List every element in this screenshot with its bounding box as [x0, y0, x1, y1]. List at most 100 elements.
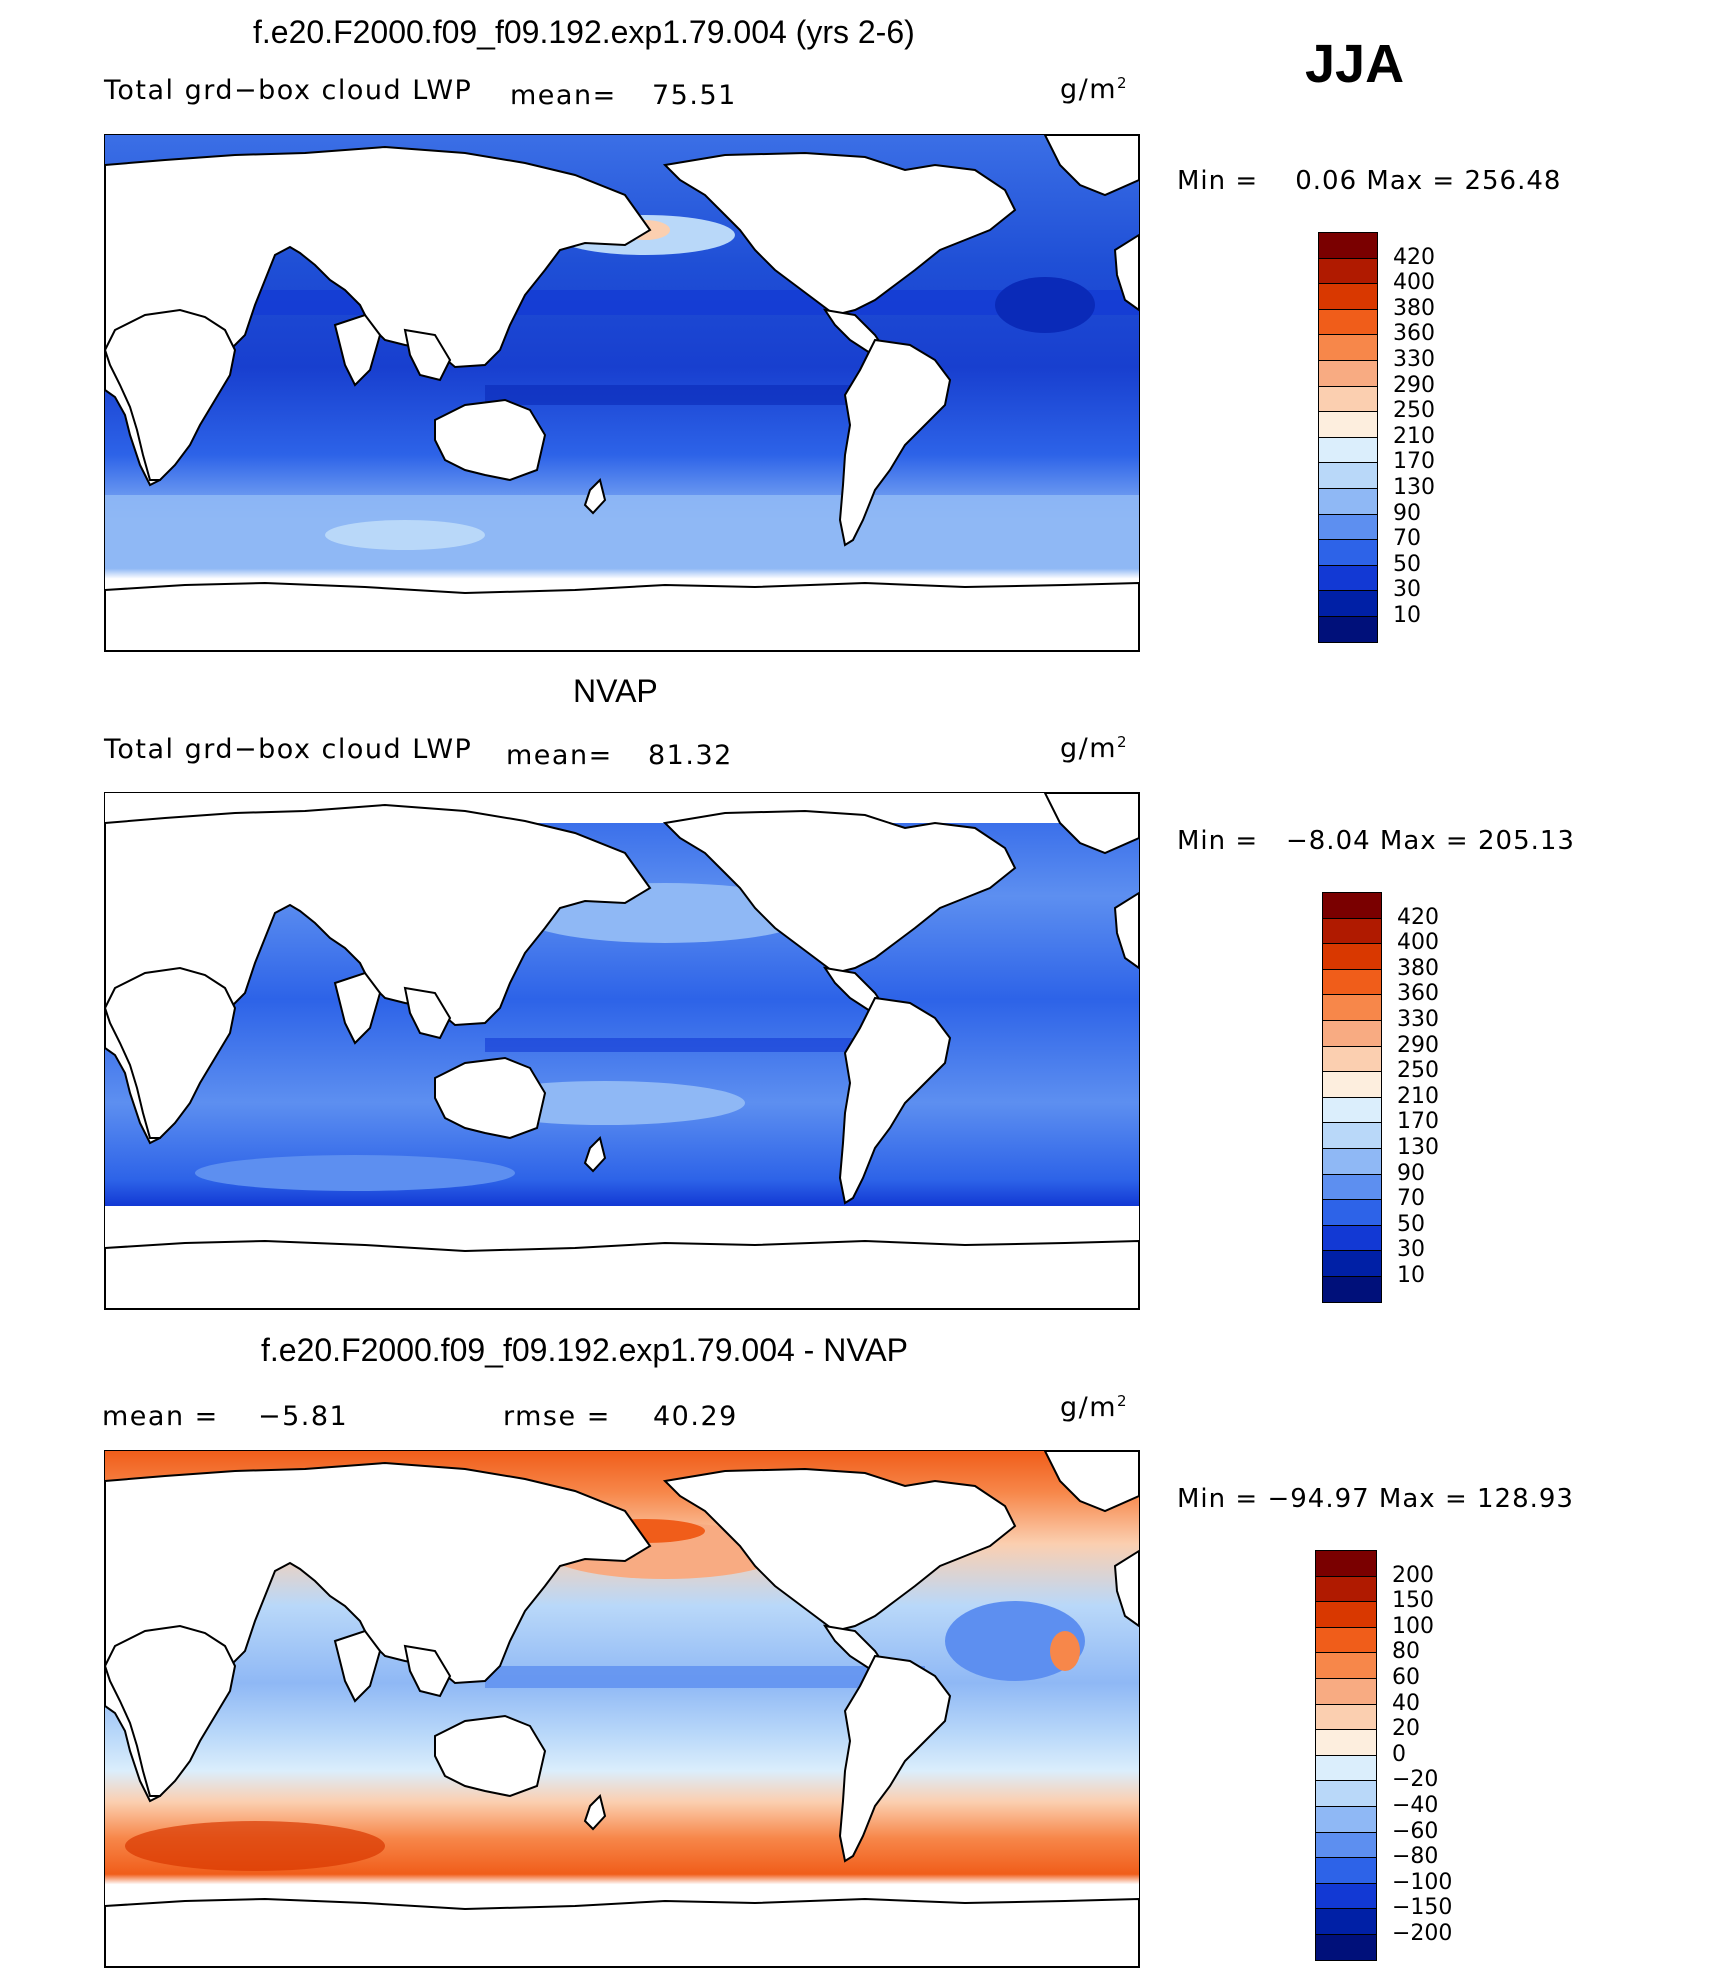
colorbar-tick-label: 100: [1392, 1613, 1434, 1639]
colorbar-tick-label: 420: [1397, 904, 1439, 930]
panel3-colorbar: 200 150 100 80 60 40 20 0 −20 −40 −60 −80 −100 −150 −2…: [1315, 1550, 1452, 1961]
panel2-variable-label: Total grd−box cloud LWP: [104, 734, 473, 765]
colorbar-swatch: [1315, 1934, 1377, 1961]
colorbar-tick-label: 70: [1393, 526, 1421, 552]
colorbar-tick-label: 80: [1392, 1639, 1420, 1665]
colorbar-tick-label: 60: [1392, 1665, 1420, 1690]
colorbar-tick-label: 330: [1393, 347, 1435, 372]
panel3-units: g/m2: [1060, 1392, 1129, 1423]
colorbar-tick-label: 70: [1397, 1186, 1425, 1212]
colorbar-tick-label: 290: [1397, 1032, 1439, 1058]
colorbar-swatch: [1315, 1729, 1377, 1756]
colorbar-tick-label: 210: [1393, 423, 1435, 449]
colorbar-swatch: [1315, 1601, 1377, 1628]
colorbar-swatch: [1318, 436, 1378, 464]
colorbar-tick-label: −20: [1392, 1767, 1439, 1793]
colorbar-tick-label: 210: [1397, 1083, 1439, 1109]
colorbar-swatch: [1322, 994, 1382, 1021]
colorbar-swatch: [1322, 943, 1382, 970]
colorbar-swatch: [1318, 283, 1378, 310]
colorbar-tick-label: −200: [1392, 1921, 1453, 1946]
colorbar-swatch: [1322, 1096, 1382, 1124]
colorbar-swatch: [1322, 1122, 1382, 1149]
colorbar-tick-label: 10: [1397, 1263, 1425, 1288]
colorbar-swatch: [1315, 1831, 1377, 1859]
panel1-map: [104, 134, 1140, 652]
colorbar-tick-label: 290: [1393, 372, 1435, 398]
colorbar-swatch: [1318, 411, 1378, 438]
colorbar-tick-label: 30: [1397, 1237, 1425, 1263]
panel2-mean-label: mean=: [506, 740, 613, 771]
panel3-minmax: Min = −94.97 Max = 128.93: [1177, 1484, 1574, 1514]
panel1-minmax: Min = 0.06 Max = 256.48: [1177, 166, 1562, 196]
colorbar-tick-label: 90: [1397, 1160, 1425, 1186]
colorbar-tick-label: 200: [1392, 1562, 1434, 1588]
colorbar-tick-label: 130: [1393, 475, 1435, 500]
colorbar-tick-label: 10: [1393, 603, 1421, 628]
panel3-rmse-label: rmse =: [503, 1401, 611, 1432]
colorbar-swatch: [1322, 1250, 1382, 1277]
colorbar-tick-label: 380: [1393, 295, 1435, 321]
colorbar-tick-label: 0: [1392, 1741, 1406, 1767]
colorbar-tick-label: 20: [1392, 1716, 1420, 1742]
panel2-units: g/m2: [1060, 733, 1129, 764]
colorbar-tick-label: 330: [1397, 1007, 1439, 1032]
colorbar-swatch: [1322, 1224, 1382, 1252]
colorbar-swatch: [1318, 462, 1378, 489]
colorbar-swatch: [1315, 1678, 1377, 1705]
colorbar-swatch: [1322, 1148, 1382, 1175]
colorbar-tick-label: 50: [1393, 551, 1421, 577]
colorbar-swatch: [1322, 968, 1382, 996]
colorbar-tick-label: −40: [1392, 1793, 1439, 1818]
panel1-title: f.e20.F2000.f09_f09.192.exp1.79.004 (yrs…: [253, 14, 915, 50]
colorbar-swatch: [1318, 539, 1378, 566]
panel3-mean-value: −5.81: [258, 1401, 349, 1432]
colorbar-swatch: [1318, 257, 1378, 285]
panel2-mean-value: 81.32: [648, 740, 733, 771]
colorbar-tick-label: 400: [1393, 270, 1435, 296]
panel2-map: [104, 792, 1140, 1310]
colorbar-tick-label: 420: [1393, 244, 1435, 270]
colorbar-swatch: [1322, 1199, 1382, 1226]
colorbar-swatch: [1315, 1626, 1377, 1654]
colorbar-swatch: [1315, 1703, 1377, 1731]
colorbar-tick-label: 150: [1392, 1588, 1434, 1614]
colorbar-tick-label: 40: [1392, 1690, 1420, 1716]
season-label: JJA: [1305, 34, 1405, 94]
colorbar-swatch: [1322, 892, 1382, 919]
colorbar-swatch: [1318, 488, 1378, 515]
colorbar-tick-label: 170: [1397, 1109, 1439, 1135]
colorbar-swatch: [1315, 1780, 1377, 1807]
panel3-rmse-value: 40.29: [653, 1401, 738, 1432]
panel2-minmax: Min = −8.04 Max = 205.13: [1177, 826, 1575, 856]
colorbar-tick-label: −80: [1392, 1844, 1439, 1870]
colorbar-tick-label: 380: [1397, 955, 1439, 981]
colorbar-tick-label: 360: [1393, 321, 1435, 347]
colorbar-swatch: [1318, 385, 1378, 413]
colorbar-swatch: [1322, 1276, 1382, 1303]
colorbar-swatch: [1318, 616, 1378, 643]
colorbar-swatch: [1315, 1806, 1377, 1833]
colorbar-swatch: [1322, 1020, 1382, 1047]
colorbar-tick-label: 130: [1397, 1135, 1439, 1160]
colorbar-tick-label: 170: [1393, 449, 1435, 475]
colorbar-swatch: [1322, 1071, 1382, 1098]
colorbar-tick-label: −150: [1392, 1895, 1453, 1921]
colorbar-swatch: [1318, 513, 1378, 541]
colorbar-swatch: [1322, 1045, 1382, 1073]
panel1-colorbar: 420 400 380 360 330 290 250 210 170 130 90 70 50 30 10: [1318, 232, 1448, 643]
panel1-variable-label: Total grd−box cloud LWP: [104, 75, 473, 106]
colorbar-swatch: [1315, 1908, 1377, 1935]
colorbar-swatch: [1318, 334, 1378, 361]
panel1-mean-label: mean=: [510, 80, 617, 111]
colorbar-swatch: [1322, 1173, 1382, 1201]
colorbar-swatch: [1315, 1754, 1377, 1782]
colorbar-tick-label: −100: [1392, 1869, 1453, 1895]
colorbar-tick-label: 250: [1397, 1058, 1439, 1084]
colorbar-tick-label: 250: [1393, 398, 1435, 424]
colorbar-tick-label: 50: [1397, 1211, 1425, 1237]
colorbar-swatch: [1322, 917, 1382, 945]
colorbar-tick-label: 30: [1393, 577, 1421, 603]
panel3-mean-label: mean =: [102, 1401, 219, 1432]
panel3-map: [104, 1450, 1140, 1968]
